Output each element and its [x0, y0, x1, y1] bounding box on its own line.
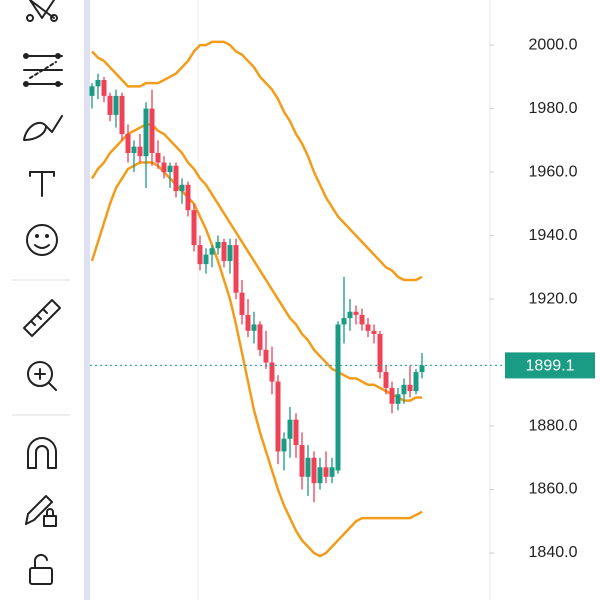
candle-body — [179, 184, 185, 192]
candle-body — [275, 381, 281, 452]
candle-body — [131, 146, 137, 154]
candle-body — [185, 184, 191, 211]
candle-body — [89, 86, 95, 96]
side-bar — [84, 0, 90, 600]
candle-body — [389, 387, 395, 404]
candle-body — [281, 438, 287, 452]
candle-body — [269, 362, 275, 382]
candle-body — [113, 95, 119, 115]
candle-body — [377, 333, 383, 373]
candle-body — [251, 324, 257, 331]
candle-body — [203, 254, 209, 265]
candle-body — [239, 292, 245, 315]
magnet-tool[interactable] — [27, 437, 57, 469]
candle-body — [95, 80, 101, 87]
y-tick-label: 1860.0 — [529, 481, 578, 498]
y-tick-label: 1960.0 — [529, 163, 578, 180]
candle-body — [287, 419, 293, 439]
candle-body — [149, 108, 155, 154]
lock-draw-tool[interactable] — [25, 495, 57, 527]
candle-body — [293, 419, 299, 446]
candle-body — [401, 384, 407, 395]
bollinger-band — [90, 161, 423, 558]
candle-body — [263, 349, 269, 363]
candle-body — [413, 372, 419, 392]
last-price-box — [505, 352, 595, 379]
candle-body — [365, 324, 371, 331]
text-tool[interactable] — [29, 171, 55, 197]
unlock-tool[interactable] — [29, 553, 53, 585]
candle-body — [395, 394, 401, 404]
pattern-tool[interactable] — [26, 0, 58, 22]
emoji-tool[interactable] — [26, 224, 58, 256]
ruler-tool[interactable] — [23, 299, 61, 337]
bollinger-band — [90, 123, 422, 402]
candle-body — [221, 241, 227, 261]
y-tick-label: 2000.0 — [529, 36, 578, 53]
bollinger-band — [91, 40, 423, 282]
candle-body — [233, 245, 239, 293]
last-price-label: 1899.1 — [526, 358, 575, 375]
candle-body — [317, 467, 323, 484]
candle-body — [299, 445, 305, 477]
candle-body — [125, 133, 131, 154]
candle-body — [383, 372, 389, 388]
y-tick-label: 1880.0 — [529, 417, 578, 434]
candle-body — [329, 467, 335, 477]
candle-body — [191, 210, 197, 246]
candle-body — [359, 314, 365, 325]
candle-body — [209, 248, 215, 255]
y-tick-label: 1920.0 — [529, 290, 578, 307]
y-tick-label: 1980.0 — [529, 100, 578, 117]
candle-body — [101, 80, 107, 96]
candle-body — [347, 311, 353, 319]
candle-body — [227, 245, 233, 261]
candle-body — [335, 324, 341, 471]
candle-body — [161, 162, 167, 173]
candle-body — [353, 311, 359, 315]
candle-body — [107, 95, 113, 115]
y-tick-label: 1940.0 — [529, 227, 578, 244]
candle-body — [197, 245, 203, 265]
candle-body — [245, 314, 251, 331]
candle-body — [419, 365, 425, 373]
zoom-tool[interactable] — [27, 361, 57, 391]
candle-body — [215, 241, 221, 249]
candle-body — [323, 467, 329, 477]
candle-body — [119, 95, 125, 134]
candle-body — [137, 146, 143, 157]
candle-body — [143, 108, 149, 157]
brush-tool[interactable] — [23, 115, 63, 141]
candle-body — [257, 324, 263, 350]
fib-tool[interactable] — [23, 53, 63, 87]
candle-body — [305, 457, 311, 477]
candle-body — [371, 330, 377, 334]
candle-body — [167, 165, 173, 173]
candle-body — [155, 153, 161, 163]
candle-body — [173, 165, 179, 192]
y-tick-label: 1840.0 — [529, 544, 578, 561]
toolbar[interactable] — [12, 0, 70, 585]
candle-body — [341, 318, 347, 325]
candle-body — [407, 384, 413, 392]
candle-body — [311, 457, 317, 484]
